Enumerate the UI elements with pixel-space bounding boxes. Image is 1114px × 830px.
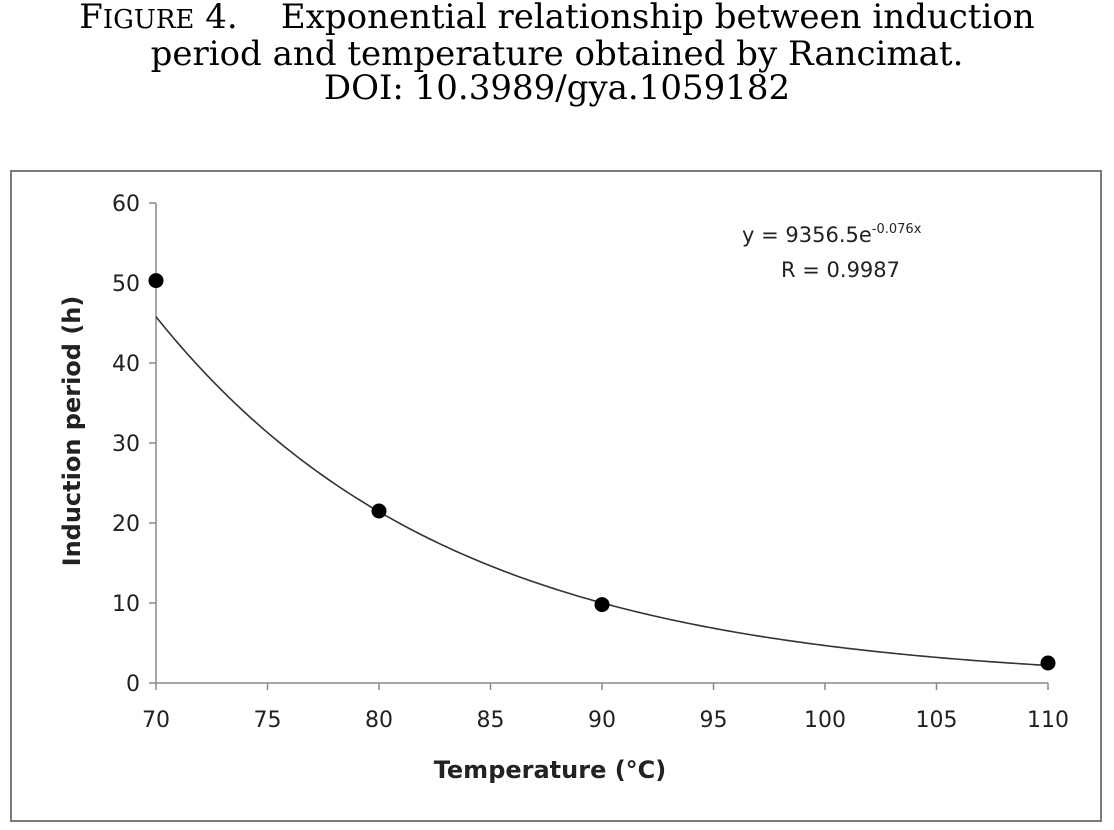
x-tick-label: 95: [700, 708, 728, 733]
y-tick-label: 0: [126, 672, 140, 697]
data-point: [148, 273, 164, 289]
equation-prefix: y = 9356.5e: [742, 223, 872, 247]
x-tick-label: 100: [804, 708, 846, 733]
x-tick-label: 80: [365, 708, 393, 733]
y-tick-label: 40: [112, 352, 140, 377]
x-tick-label: 75: [254, 708, 282, 733]
y-tick-label: 20: [112, 512, 140, 537]
y-axis-label: Induction period (h): [58, 296, 86, 567]
trendline-r-value: R = 0.9987: [781, 258, 900, 282]
x-tick-label: 110: [1027, 708, 1069, 733]
data-point: [1040, 655, 1056, 671]
y-tick-label: 50: [112, 272, 140, 297]
x-tick-label: 85: [477, 708, 505, 733]
caption-doi: DOI: 10.3989/gya.1059182: [323, 68, 791, 108]
data-points: [148, 273, 1056, 671]
caption-line-2: period and temperature obtained by Ranci…: [150, 34, 964, 74]
x-tick-label: 90: [588, 708, 616, 733]
x-tick-label: 105: [916, 708, 958, 733]
caption-line-1: FIGURE 4. Exponential relationship betwe…: [0, 0, 1114, 37]
figure-caption: FIGURE 4. Exponential relationship betwe…: [0, 0, 1114, 105]
equation-exponent: -0.076x: [872, 222, 922, 237]
figure-label: FIGURE 4.: [79, 0, 271, 37]
chart-svg: 0 10 20 30 40 50 60 70 75 80 85 90 95 100 105 110 y = 9…: [58, 192, 1069, 784]
x-axis-label: Temperature (°C): [434, 756, 667, 784]
chart-frame: 0 10 20 30 40 50 60 70 75 80 85 90 95 100 105 110 y = 9…: [10, 170, 1102, 822]
y-tick-label: 30: [112, 432, 140, 457]
y-tick-label: 60: [112, 192, 140, 217]
data-point: [594, 597, 610, 613]
ticks: 0 10 20 30 40 50 60 70 75 80 85 90 95 100 105 110: [112, 192, 1069, 733]
trendline-equation: y = 9356.5e-0.076x: [742, 222, 922, 247]
caption-text-line-1: Exponential relationship between inducti…: [280, 0, 1035, 37]
y-tick-label: 10: [112, 592, 140, 617]
trendline: [155, 316, 1049, 667]
x-tick-label: 70: [142, 708, 170, 733]
data-point: [371, 503, 387, 519]
